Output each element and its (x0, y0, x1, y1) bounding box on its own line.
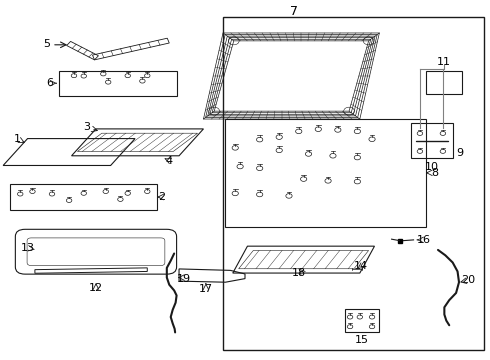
Bar (223, 17, 485, 350)
Text: 16: 16 (417, 234, 431, 244)
Bar (10, 184, 157, 211)
Text: 7: 7 (290, 5, 298, 18)
Text: 13: 13 (21, 243, 35, 253)
Text: 17: 17 (199, 284, 213, 294)
Text: 8: 8 (431, 168, 438, 178)
Text: 20: 20 (461, 275, 475, 285)
Text: 1: 1 (14, 135, 21, 144)
Bar (345, 309, 379, 332)
Bar (426, 71, 463, 94)
Text: 6: 6 (46, 78, 53, 88)
Text: 19: 19 (177, 274, 191, 284)
Bar (59, 71, 176, 96)
Text: 11: 11 (437, 57, 451, 67)
Text: 10: 10 (425, 162, 439, 172)
Text: 9: 9 (456, 148, 464, 158)
Text: 3: 3 (83, 122, 90, 132)
Text: 15: 15 (355, 334, 369, 345)
Text: 5: 5 (44, 40, 50, 49)
Text: 4: 4 (166, 156, 173, 166)
Text: 14: 14 (354, 261, 368, 271)
Bar (225, 119, 426, 226)
Text: 12: 12 (89, 283, 103, 293)
Bar (411, 123, 453, 158)
Text: 2: 2 (158, 192, 166, 202)
Text: 18: 18 (292, 268, 306, 278)
